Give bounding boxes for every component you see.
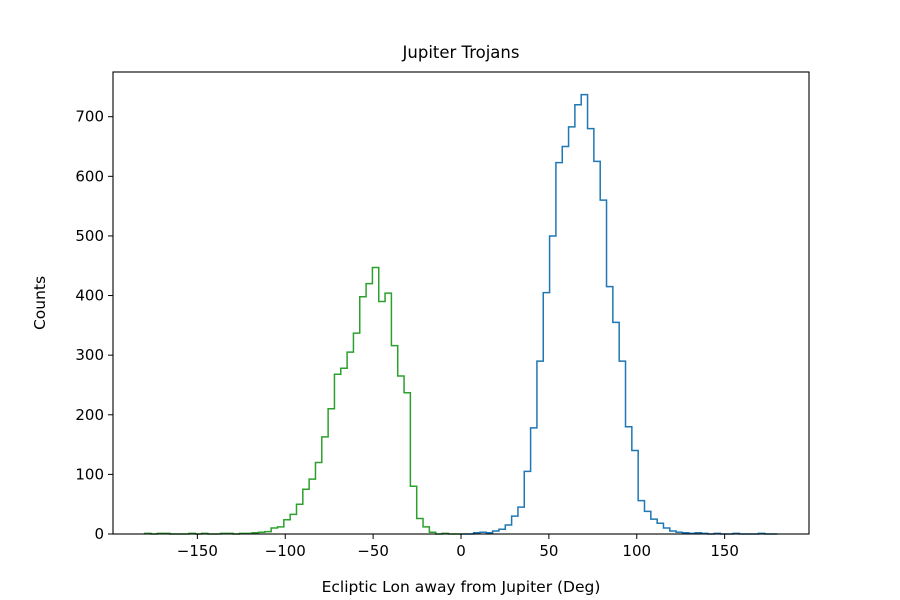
y-tick-label: 300: [75, 346, 104, 364]
plot-area: [113, 72, 809, 534]
y-tick-label: 200: [75, 406, 104, 424]
y-tick-label: 400: [75, 287, 104, 305]
y-axis-label: Counts: [31, 276, 49, 330]
x-tick-label: 50: [539, 542, 558, 560]
y-tick-label: 500: [75, 227, 104, 245]
x-tick-label: 0: [456, 542, 466, 560]
y-tick-label: 600: [75, 167, 104, 185]
x-tick-label: −100: [265, 542, 306, 560]
y-tick-label: 700: [75, 108, 104, 126]
y-tick-label: 0: [94, 525, 104, 543]
x-tick-label: 100: [622, 542, 651, 560]
chart-title: Jupiter Trojans: [402, 43, 520, 62]
x-tick-label: 150: [710, 542, 739, 560]
x-axis-label: Ecliptic Lon away from Jupiter (Deg): [322, 578, 601, 596]
x-tick-label: −150: [177, 542, 218, 560]
plot-frame: [112, 71, 810, 535]
y-axis: 0 100 200 300 400 500 600 700: [75, 108, 113, 543]
y-tick-label: 100: [75, 465, 104, 483]
x-tick-label: −50: [357, 542, 389, 560]
x-axis: −150 −100 −50 0 50 100 150: [177, 534, 739, 560]
